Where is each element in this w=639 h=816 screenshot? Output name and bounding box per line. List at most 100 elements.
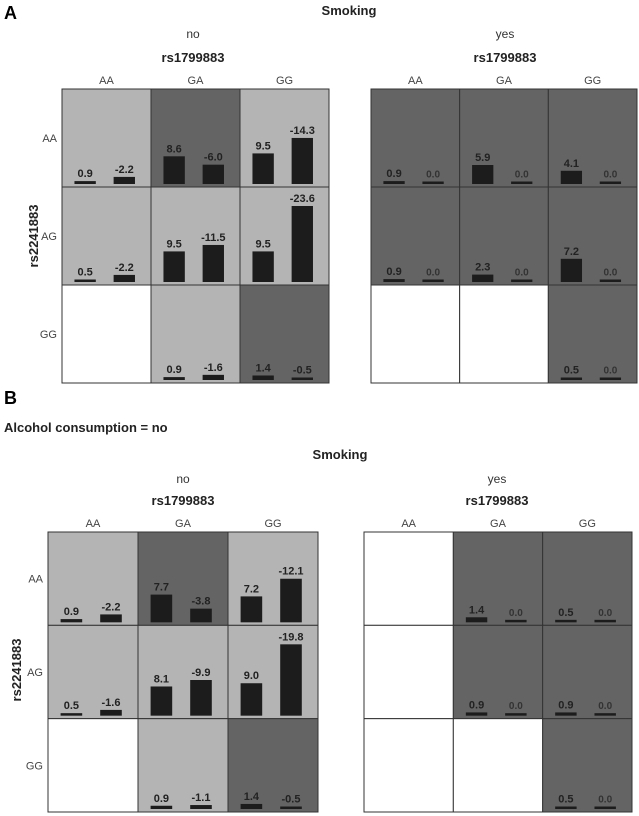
bar (150, 686, 173, 716)
data-label: 0.9 (558, 699, 573, 711)
bar (291, 137, 313, 184)
data-label: 0.0 (426, 268, 440, 279)
data-label: 9.0 (244, 670, 259, 682)
bar (202, 244, 224, 282)
data-label: 1.4 (255, 362, 271, 374)
col-label: GA (496, 75, 513, 87)
col-label: GA (175, 518, 192, 530)
col-label: AA (401, 518, 416, 530)
mosaic-cell (239, 284, 330, 384)
mosaic-cell (452, 531, 544, 626)
row-label: AA (42, 133, 57, 145)
data-label: -6.0 (204, 152, 223, 164)
data-label: -12.1 (278, 566, 303, 578)
mosaic-cell (227, 624, 319, 720)
bar (505, 619, 527, 623)
bar (465, 712, 488, 716)
bar (560, 170, 583, 184)
bar (280, 644, 302, 716)
data-label: -3.8 (192, 596, 211, 608)
mosaic-cell (363, 624, 454, 720)
bar (472, 165, 494, 184)
row-label: AG (27, 667, 43, 679)
col-label: GG (584, 75, 601, 87)
bar (511, 279, 533, 282)
data-label: -2.2 (115, 262, 134, 274)
bar (383, 181, 405, 184)
data-label: -9.9 (192, 667, 211, 679)
bar (465, 617, 488, 623)
data-label: -1.6 (102, 697, 121, 709)
bar (599, 181, 622, 184)
bar (555, 712, 577, 716)
row-label: AG (41, 231, 57, 243)
bar (511, 181, 533, 184)
mosaic-cell (370, 88, 461, 188)
row-label: GG (40, 329, 57, 341)
data-label: -0.5 (293, 365, 312, 377)
col-label: GG (264, 518, 281, 530)
data-label: 0.9 (64, 606, 79, 618)
mosaic-cell (547, 284, 638, 384)
col-label: GA (188, 75, 205, 87)
ylabel-a: rs2241883 (26, 205, 41, 268)
data-label: 8.1 (154, 673, 169, 685)
mosaic-cell (150, 284, 241, 384)
bar (240, 596, 263, 623)
bar (291, 206, 313, 282)
col-label: AA (408, 75, 423, 87)
bar (594, 806, 616, 809)
condition-label-b: Alcohol consumption = no (4, 420, 168, 435)
data-label: 7.7 (154, 582, 169, 594)
group-label-no-a: no (186, 27, 200, 41)
bar (100, 614, 122, 623)
col-label: GG (579, 518, 596, 530)
data-label: 0.9 (386, 266, 401, 278)
ylabel-b: rs2241883 (9, 639, 24, 702)
bar (150, 805, 173, 809)
data-label: 7.2 (244, 583, 259, 595)
mosaic-cell (452, 718, 544, 813)
bar (594, 619, 616, 623)
bar (599, 279, 622, 282)
bar (190, 805, 212, 809)
mosaic-cell (137, 718, 229, 813)
mosaic-cell (47, 624, 139, 720)
bar (150, 594, 173, 623)
data-label: 0.0 (598, 795, 612, 806)
data-label: 9.5 (255, 238, 270, 250)
data-label: 0.9 (166, 364, 181, 376)
title-smoking-a: Smoking (322, 3, 377, 18)
data-label: 0.5 (564, 365, 579, 377)
data-label: 9.5 (255, 140, 270, 152)
xlabel-no-b: rs1799883 (152, 493, 215, 508)
data-label: -23.6 (290, 193, 315, 205)
data-label: 0.5 (77, 267, 92, 279)
data-label: -0.5 (282, 794, 301, 806)
data-label: 1.4 (244, 791, 260, 803)
group-label-no-b: no (176, 472, 190, 486)
col-label: AA (86, 518, 101, 530)
data-label: 0.9 (77, 168, 92, 180)
bar (252, 375, 274, 380)
mosaic-cell (61, 284, 152, 384)
data-label: 0.5 (64, 700, 79, 712)
bar (422, 279, 444, 282)
data-label: -2.2 (115, 164, 134, 176)
bar (472, 274, 494, 282)
mosaic-cell (47, 718, 139, 813)
data-label: 0.0 (603, 268, 617, 279)
bar (505, 713, 527, 716)
data-label: 0.0 (515, 170, 529, 181)
data-label: -11.5 (201, 232, 225, 244)
bar (240, 683, 263, 716)
xlabel-yes-a: rs1799883 (474, 50, 537, 65)
mosaic-cell (370, 186, 461, 286)
mosaic-cell (459, 186, 549, 286)
data-label: 8.6 (166, 143, 181, 155)
bar (190, 608, 212, 623)
data-label: 1.4 (469, 604, 485, 616)
mosaic-cell (459, 284, 549, 384)
mosaic-cell (47, 531, 139, 626)
